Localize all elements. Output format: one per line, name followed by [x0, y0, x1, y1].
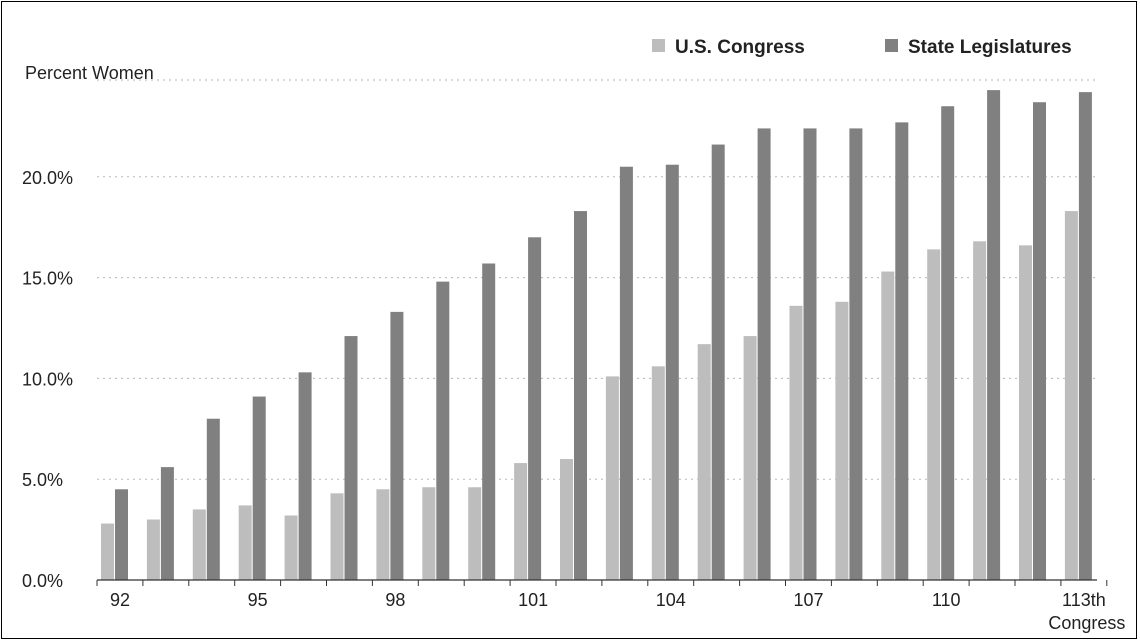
legend-label-us-congress: U.S. Congress: [675, 37, 805, 58]
legend-swatch-state-legislatures: [885, 39, 898, 52]
bar-state-legislatures: [1033, 102, 1046, 580]
x-tick-label: 101: [518, 590, 548, 610]
x-tick-sublabel: Congress: [1048, 613, 1125, 633]
legend-swatch-us-congress: [652, 39, 665, 52]
bar-us-congress: [146, 519, 160, 580]
y-tick-label: 10.0%: [22, 369, 73, 389]
bar-us-congress: [1064, 211, 1078, 580]
bar-state-legislatures: [390, 311, 404, 580]
y-tick-label: 0.0%: [22, 571, 63, 591]
bar-state-legislatures: [803, 128, 817, 580]
bar-state-legislatures: [941, 106, 955, 581]
x-tick-label: 98: [385, 590, 405, 610]
y-tick-labels: 0.0% 5.0% 10.0% 15.0% 20.0%: [22, 168, 73, 591]
axes: [96, 579, 1108, 586]
bar-state-legislatures: [711, 144, 725, 580]
bar-us-congress: [881, 271, 895, 580]
bar-us-congress: [743, 336, 757, 580]
legend-label-state-legislatures: State Legislatures: [908, 37, 1072, 58]
bar-us-congress: [789, 305, 803, 580]
bar-state-legislatures: [436, 281, 450, 580]
bar-us-congress: [376, 489, 390, 580]
bar-us-congress: [560, 459, 573, 580]
x-tick-label: 110: [932, 590, 961, 610]
bars: [101, 90, 1092, 581]
bar-us-congress: [651, 366, 665, 580]
y-axis-label: Percent Women: [25, 63, 154, 83]
x-tick-labels: 92 95 98 101 104 107 110 113th Congress: [110, 590, 1125, 633]
bar-state-legislatures: [482, 263, 496, 580]
bar-us-congress: [192, 509, 206, 580]
bar-us-congress: [514, 463, 528, 580]
bar-state-legislatures: [344, 336, 358, 580]
bar-us-congress: [927, 249, 941, 580]
bar-state-legislatures: [574, 211, 587, 580]
bar-state-legislatures: [115, 489, 128, 580]
bar-state-legislatures: [1078, 92, 1092, 581]
bar-state-legislatures: [528, 237, 542, 580]
bar-us-congress: [422, 487, 436, 580]
x-tick-label: 104: [656, 590, 686, 610]
y-tick-label: 15.0%: [22, 269, 73, 289]
bar-us-congress: [835, 301, 849, 580]
y-tick-label: 5.0%: [22, 470, 63, 490]
x-tick-label: 95: [248, 590, 268, 610]
bar-state-legislatures: [987, 90, 1001, 580]
bar-us-congress: [101, 523, 114, 580]
x-tick-label: 92: [110, 590, 130, 610]
gridlines: [97, 79, 1097, 480]
bar-state-legislatures: [206, 418, 220, 580]
x-tick-label: 113th: [1062, 590, 1106, 610]
bar-state-legislatures: [849, 128, 863, 580]
bar-us-congress: [468, 487, 482, 580]
bar-us-congress: [330, 493, 344, 580]
bar-us-congress: [973, 241, 987, 580]
y-tick-label: 20.0%: [22, 168, 73, 188]
bar-state-legislatures: [619, 166, 633, 580]
bar-state-legislatures: [160, 467, 174, 580]
bar-us-congress: [697, 344, 711, 580]
bar-state-legislatures: [895, 122, 909, 581]
x-tick-label: 107: [793, 590, 823, 610]
bar-us-congress: [1019, 245, 1032, 580]
bar-us-congress: [284, 515, 298, 580]
bar-state-legislatures: [757, 128, 771, 580]
bar-state-legislatures: [252, 396, 266, 580]
bar-us-congress: [605, 376, 619, 580]
legend: U.S. Congress State Legislatures: [652, 37, 1072, 58]
bar-state-legislatures: [298, 372, 312, 580]
bar-state-legislatures: [665, 164, 679, 581]
bar-us-congress: [238, 505, 252, 580]
